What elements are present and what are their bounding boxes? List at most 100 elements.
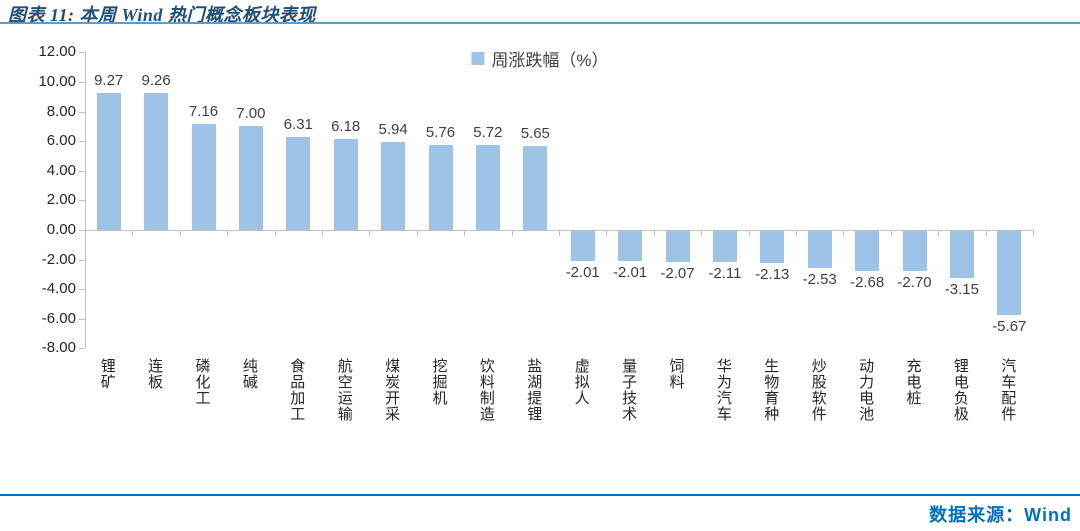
- x-axis-tick: [985, 230, 987, 236]
- category-label: 纯碱: [240, 358, 258, 390]
- bar: [570, 231, 595, 261]
- value-label: 9.27: [94, 71, 124, 89]
- x-axis-tick: [606, 230, 608, 236]
- y-tick-label: 10.00: [38, 73, 76, 90]
- value-label: 7.16: [188, 103, 219, 121]
- figure-title: 图表 11: 本周 Wind 热门概念板块表现: [8, 5, 316, 25]
- value-label: 6.31: [283, 115, 313, 133]
- category-label: 航空运输: [335, 358, 353, 422]
- y-tick-label: 0.00: [46, 221, 76, 238]
- x-axis-tick: [416, 230, 418, 236]
- x-axis-tick: [653, 230, 655, 236]
- bottom-divider: [0, 494, 1080, 496]
- x-axis-tick: [179, 230, 181, 236]
- value-label: 6.18: [331, 117, 361, 135]
- bar: [618, 231, 643, 261]
- bar: [760, 231, 785, 263]
- y-tick-label: 12.00: [38, 43, 76, 61]
- category-label: 动力电池: [857, 358, 875, 422]
- category-label: 华为汽车: [714, 358, 732, 422]
- y-axis-tick: [79, 52, 85, 54]
- bar: [144, 92, 169, 230]
- bar: [807, 231, 832, 269]
- value-label: -5.67: [992, 317, 1027, 335]
- y-axis-tick: [79, 170, 85, 172]
- category-label: 饮料制造: [477, 358, 495, 422]
- category-label: 食品加工: [288, 358, 306, 422]
- category-label: 量子技术: [620, 358, 638, 422]
- value-label: -2.70: [897, 273, 932, 291]
- value-label: -2.11: [708, 265, 742, 283]
- y-axis-tick: [79, 200, 85, 202]
- x-axis-tick: [701, 230, 703, 236]
- x-axis-tick: [369, 230, 371, 236]
- bar: [902, 231, 927, 271]
- y-tick-label: 6.00: [46, 132, 76, 150]
- bar: [191, 124, 216, 230]
- top-divider: [0, 22, 1080, 24]
- x-axis-tick: [132, 230, 134, 236]
- x-axis-tick: [274, 230, 276, 236]
- x-axis-tick: [1033, 230, 1034, 236]
- y-axis-tick: [79, 82, 85, 83]
- value-label: -2.01: [565, 263, 600, 281]
- category-label: 煤炭开采: [383, 358, 401, 422]
- legend-label: 周涨跌幅（%）: [491, 51, 609, 70]
- value-label: -2.68: [849, 273, 885, 291]
- bar: [475, 145, 500, 230]
- x-axis-tick: [559, 230, 560, 236]
- data-source: 数据来源：Wind: [929, 505, 1072, 525]
- y-axis-tick: [79, 348, 85, 350]
- bar: [523, 146, 548, 230]
- bar: [286, 136, 311, 230]
- y-axis-tick: [79, 289, 85, 291]
- bar: [997, 231, 1022, 315]
- category-label: 锂矿: [98, 358, 116, 390]
- x-axis-tick: [796, 230, 797, 236]
- value-label: -2.13: [755, 265, 790, 283]
- value-label: 5.94: [378, 121, 408, 139]
- category-label: 磷化工: [193, 358, 211, 406]
- bar: [96, 92, 121, 230]
- y-axis-tick: [79, 259, 85, 261]
- y-tick-label: -2.00: [41, 250, 76, 268]
- bar: [333, 138, 358, 230]
- category-label: 饲料: [667, 358, 685, 390]
- y-axis-line: [85, 52, 86, 349]
- x-axis-tick: [511, 230, 513, 236]
- x-axis-tick: [85, 230, 86, 236]
- bar: [381, 142, 406, 230]
- category-label: 充电桩: [904, 358, 922, 406]
- y-tick-label: 8.00: [46, 102, 76, 120]
- y-axis-tick: [79, 318, 85, 320]
- x-axis-tick: [322, 230, 323, 236]
- value-label: 5.65: [520, 125, 550, 143]
- value-label: -2.53: [802, 271, 837, 289]
- value-label: -3.15: [944, 280, 979, 298]
- y-tick-label: -4.00: [41, 280, 76, 298]
- x-axis-tick: [748, 230, 750, 236]
- bar: [238, 126, 263, 230]
- value-label: -2.07: [660, 264, 695, 282]
- y-axis-tick: [79, 230, 85, 231]
- x-axis-tick: [890, 230, 892, 236]
- y-axis-tick: [79, 141, 85, 143]
- x-axis-tick: [843, 230, 845, 236]
- chart-legend: 周涨跌幅（%）: [471, 46, 609, 71]
- value-label: 5.76: [425, 123, 456, 141]
- category-label: 虚拟人: [572, 358, 590, 406]
- category-label: 炒股软件: [809, 358, 827, 422]
- y-tick-label: 2.00: [46, 191, 76, 209]
- category-label: 挖掘机: [430, 358, 448, 406]
- bar: [855, 231, 880, 271]
- x-axis-tick: [938, 230, 940, 236]
- bar: [428, 144, 453, 230]
- y-axis-tick: [79, 111, 85, 113]
- value-label: 5.72: [473, 124, 503, 142]
- x-axis-tick: [464, 230, 466, 236]
- bar: [712, 231, 737, 263]
- legend-swatch-icon: [471, 52, 485, 65]
- y-tick-label: -6.00: [41, 309, 76, 327]
- category-label: 汽车配件: [999, 358, 1017, 422]
